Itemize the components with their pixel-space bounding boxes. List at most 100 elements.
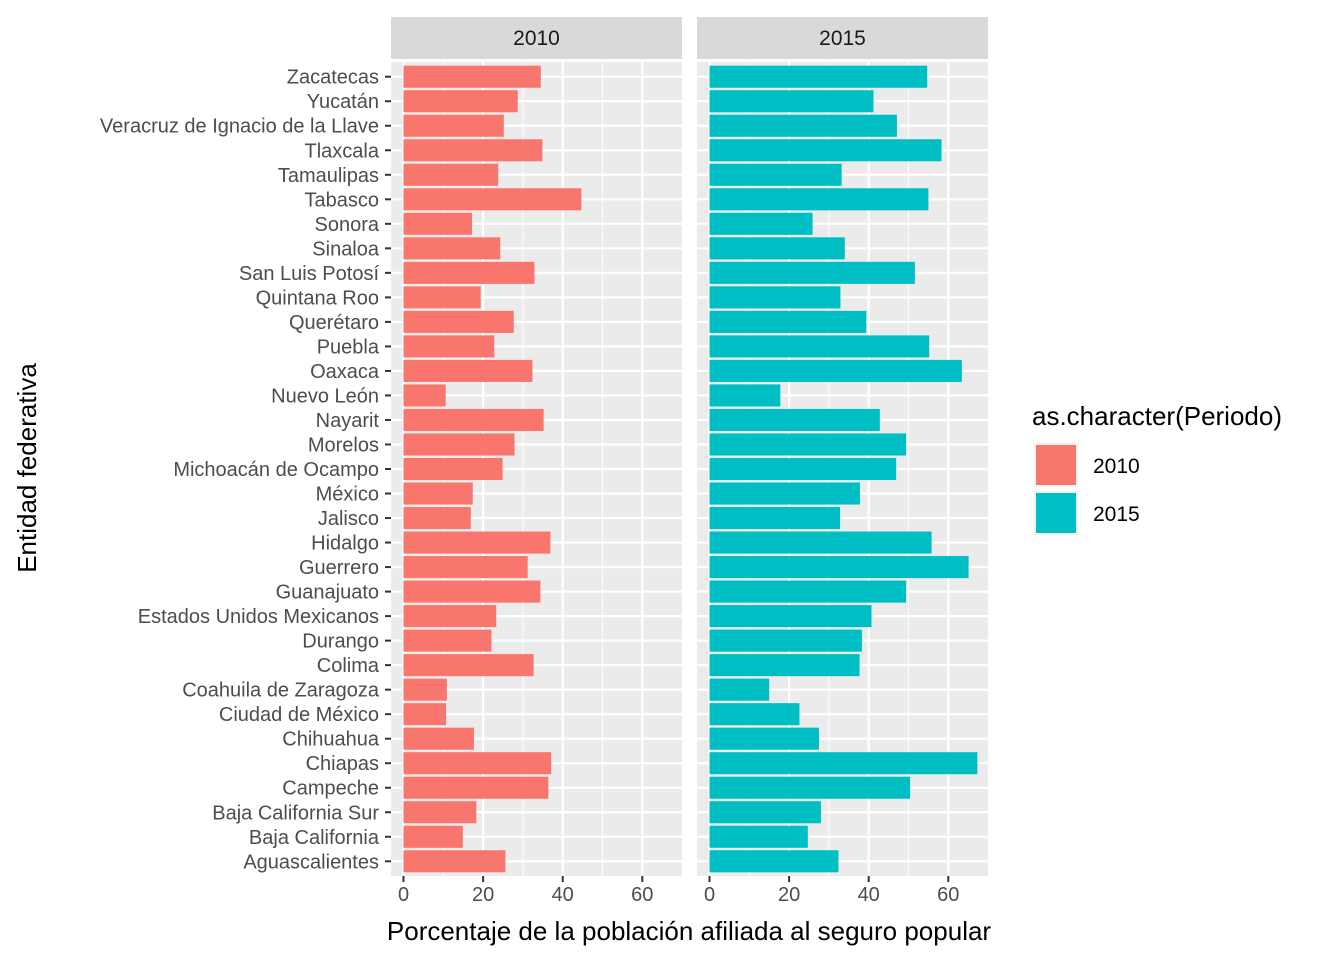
y-tick-label: Oaxaca (310, 361, 380, 383)
bar (709, 65, 928, 88)
bar (403, 482, 473, 505)
bar (403, 678, 447, 701)
bar (709, 850, 839, 873)
y-tick-label: Aguascalientes (243, 851, 379, 873)
facet-strip-2015 (697, 17, 988, 59)
y-tick-label: Puebla (317, 336, 380, 358)
bar (709, 433, 907, 456)
x-tick-label: 0 (704, 884, 715, 906)
bar (403, 237, 501, 260)
bar (403, 654, 534, 677)
bar (709, 531, 932, 554)
y-tick-label: Michoacán de Ocampo (173, 459, 379, 481)
x-tick-label: 40 (552, 884, 574, 906)
bar (403, 580, 541, 603)
x-tick-label: 0 (398, 884, 409, 906)
bar (709, 139, 942, 162)
bar (403, 457, 503, 481)
x-tick-label: 20 (472, 884, 494, 906)
y-tick-label: Colima (317, 655, 380, 677)
bar (403, 212, 472, 235)
y-tick-label: Tamaulipas (278, 165, 379, 187)
bar (403, 139, 543, 162)
bar (403, 629, 492, 652)
facet-panels: 2010 0 20 40 60 2015 0 20 40 60 (391, 17, 988, 906)
y-tick-label: Sinaloa (312, 238, 380, 260)
y-tick-label: Estados Unidos Mexicanos (138, 606, 379, 628)
y-tick-label: Zacatecas (287, 67, 379, 89)
bar (709, 482, 860, 505)
y-tick-label: Ciudad de México (219, 704, 379, 726)
bar (403, 163, 499, 186)
bar (403, 261, 535, 284)
bar (709, 776, 911, 799)
bar (403, 408, 544, 431)
legend-title: as.character(Periodo) (1032, 401, 1282, 431)
bar (709, 752, 978, 775)
facet-strip-2010 (391, 17, 682, 59)
bar (709, 310, 867, 333)
x-axis-title: Porcentaje de la población afiliada al s… (387, 916, 992, 946)
bar (403, 433, 515, 456)
y-tick-label: Nayarit (316, 410, 380, 432)
bar (709, 801, 821, 824)
bar (709, 408, 880, 431)
y-tick-label: Quintana Roo (256, 287, 379, 309)
bar (709, 629, 862, 652)
y-tick-label: Campeche (282, 778, 379, 800)
y-tick-label: Guerrero (299, 557, 379, 579)
bar (709, 654, 860, 677)
bar (709, 556, 969, 579)
bar (403, 507, 471, 530)
bar (709, 237, 845, 260)
x-tick-label: 20 (778, 884, 800, 906)
bar (403, 825, 463, 848)
bar (709, 825, 808, 848)
y-axis-title: Entidad federativa (12, 363, 42, 573)
bar (709, 727, 819, 750)
y-tick-label: Tabasco (305, 189, 380, 211)
bar (709, 678, 770, 701)
bar (403, 114, 504, 137)
bar (709, 384, 781, 407)
bar (403, 286, 481, 309)
bar (709, 335, 930, 358)
bar (403, 359, 533, 382)
legend-swatch (1036, 493, 1076, 533)
y-tick-label: Yucatán (307, 91, 379, 113)
bar (403, 605, 497, 628)
bar (403, 335, 495, 358)
bar (709, 163, 842, 186)
bar (709, 359, 962, 382)
bar (403, 65, 541, 88)
y-tick-label: Chihuahua (282, 729, 380, 751)
bar (403, 384, 446, 407)
y-tick-label: Morelos (308, 434, 379, 456)
y-tick-label: México (316, 484, 379, 506)
legend-swatch (1036, 445, 1076, 485)
bar (403, 188, 582, 211)
y-tick-label: Querétaro (289, 312, 379, 334)
bar (709, 286, 841, 309)
legend-label: 2015 (1093, 503, 1140, 526)
facet-strip-label: 2015 (819, 27, 866, 50)
facet-strip-label: 2010 (513, 27, 560, 50)
y-tick-label: San Luis Potosí (239, 263, 380, 285)
y-tick-label: Baja California Sur (212, 802, 379, 824)
x-tick-label: 60 (631, 884, 653, 906)
y-tick-label: Chiapas (306, 753, 379, 775)
facet-panel-2010: 2010 0 20 40 60 (391, 17, 682, 906)
y-tick-label: Coahuila de Zaragoza (182, 680, 380, 702)
bar (403, 90, 518, 113)
bar (709, 188, 929, 211)
bar (403, 850, 506, 873)
bar (403, 727, 474, 750)
legend: as.character(Periodo) 2010 2015 (1032, 401, 1282, 535)
bar (403, 752, 552, 775)
bar (709, 261, 915, 284)
bar (709, 580, 907, 603)
x-tick-label: 60 (937, 884, 959, 906)
bar (403, 531, 551, 554)
